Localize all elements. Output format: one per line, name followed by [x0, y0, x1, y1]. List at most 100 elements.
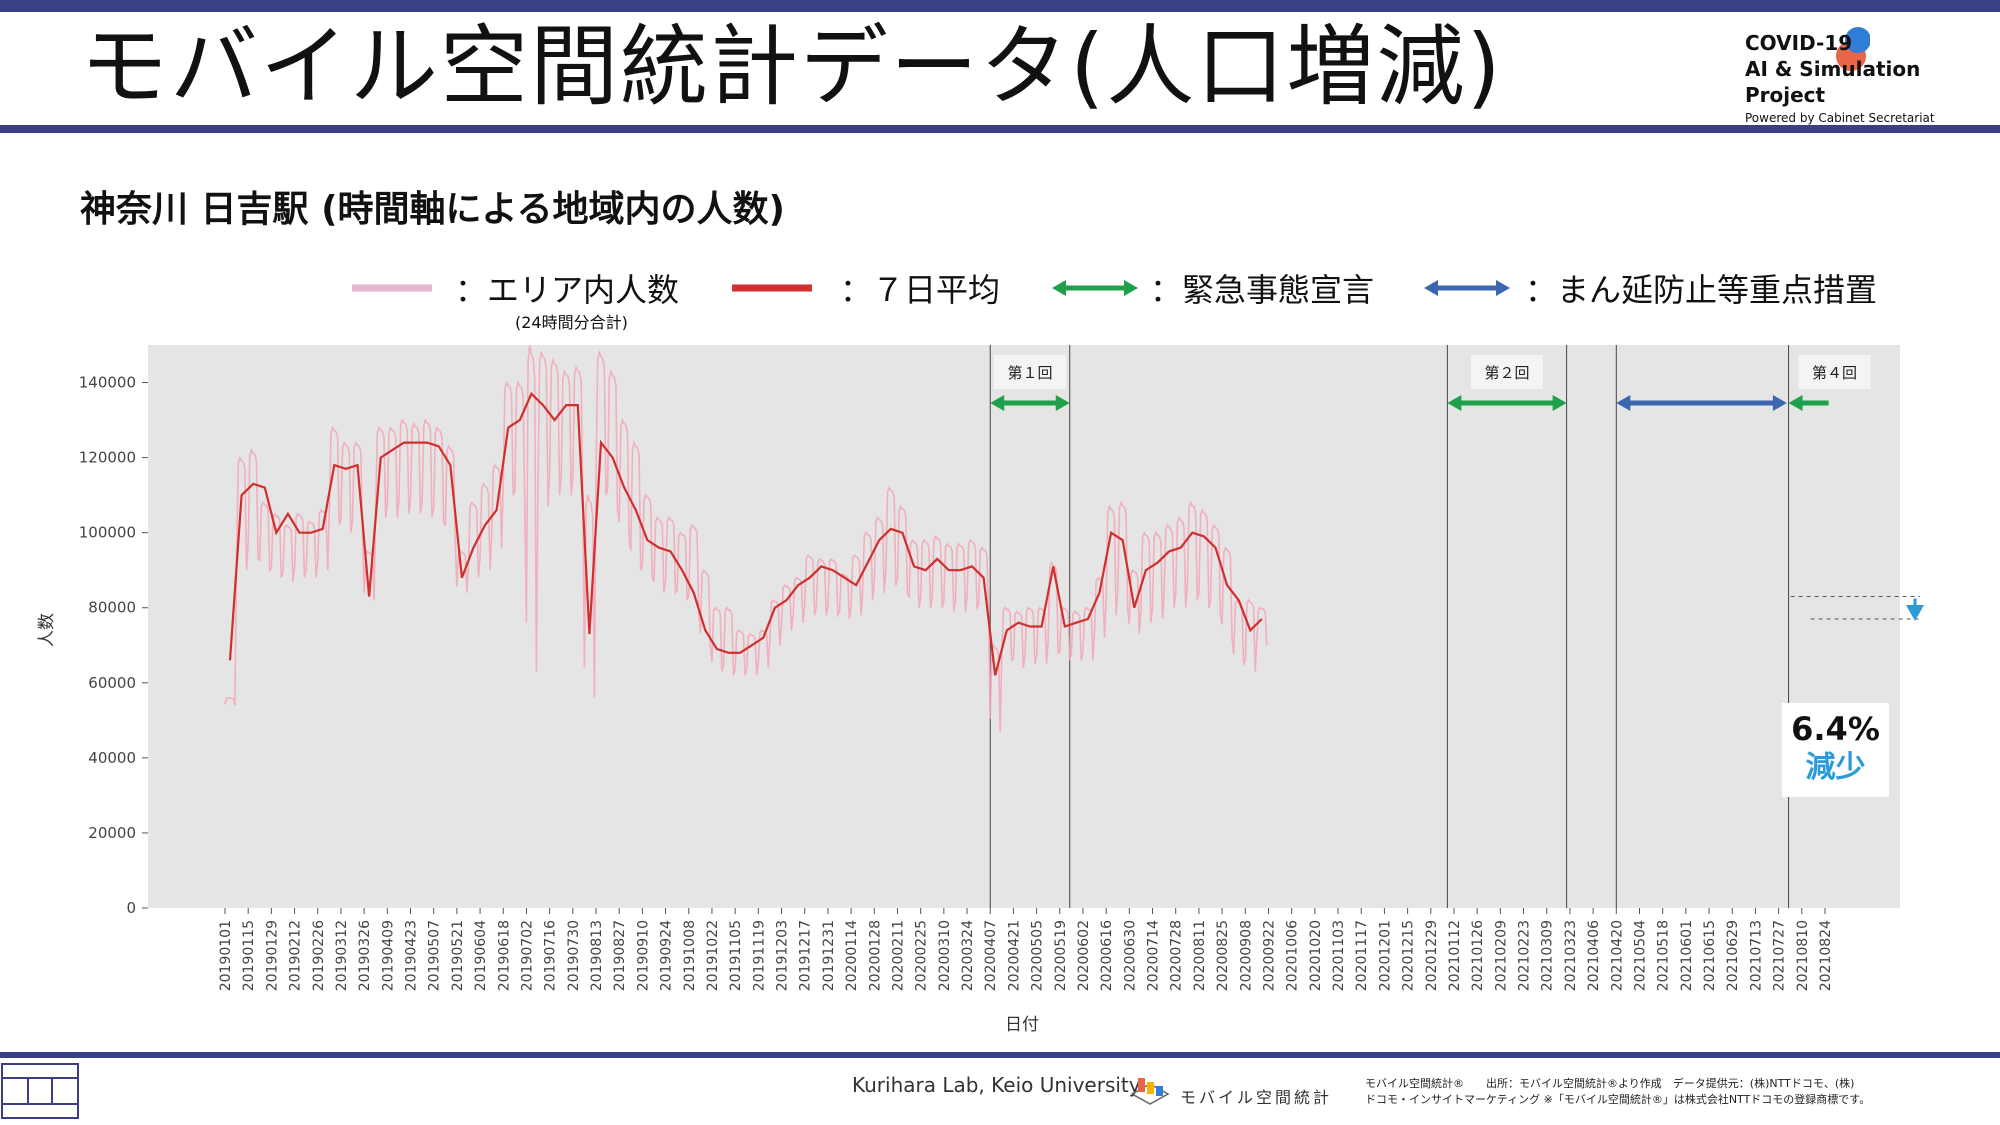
x-tick-label: 20200811 [1192, 920, 1208, 991]
x-tick-label: 20200714 [1146, 920, 1162, 991]
period-arrow-head-left [990, 395, 1005, 411]
y-axis: 0 20000 40000 60000 80000 100000 120000 140000 [79, 374, 148, 917]
x-tick-label: 20201006 [1285, 920, 1301, 991]
x-axis: 20190101 20190115 20190129 20190212 20190226… [218, 908, 1834, 991]
x-tick-label: 20190312 [334, 920, 350, 991]
chart: 第１回 第２回 第４回 0 20000 40000 60000 80000 100000 120… [37, 344, 1924, 1035]
x-tick-label: 20190115 [241, 920, 257, 991]
x-tick-label: 20191231 [821, 920, 837, 991]
footer-brand: モバイル空間統計 [1180, 1088, 1333, 1107]
x-tick-label: 20200922 [1261, 920, 1277, 991]
x-tick-label: 20210615 [1702, 920, 1718, 991]
period-label-box [1470, 355, 1543, 389]
x-tick-label: 20201103 [1331, 920, 1347, 991]
callout-word: 減少 [1805, 750, 1866, 785]
x-tick-label: 20210727 [1772, 920, 1788, 991]
legend-swatches [352, 280, 1510, 296]
chart-title: 神奈川 日吉駅 (時間軸による地域内の人数) [80, 189, 785, 230]
x-tick-label: 20190924 [659, 920, 675, 991]
x-tick-label: 20210112 [1447, 920, 1463, 991]
average-line [228, 391, 1263, 676]
project-name: COVID-19 [1745, 31, 1853, 55]
x-tick-label: 20200728 [1169, 920, 1185, 991]
x-tick-label: 20190212 [288, 920, 304, 991]
x-tick-label: 20200630 [1122, 920, 1138, 991]
x-tick-label: 20190827 [612, 920, 628, 991]
logo-blue-circle [1845, 27, 1870, 53]
x-tick-label: 20201020 [1308, 920, 1324, 991]
legend-priority-label: ：まん延防止等重点措置 [1525, 271, 1878, 309]
period-label: 第２回 [1484, 364, 1529, 382]
y-tick-label: 20000 [88, 824, 136, 842]
period-label-box [993, 355, 1066, 389]
x-tick-label: 20210209 [1493, 920, 1509, 991]
x-tick-label: 20190730 [566, 920, 582, 991]
plot-background [148, 345, 1900, 908]
legend-priority-arrow-icon [1424, 280, 1510, 296]
x-tick-label: 20210629 [1725, 920, 1741, 991]
period-arrow-head-right [1772, 395, 1787, 411]
period-lines: 第１回 第２回 第４回 [989, 345, 1871, 908]
project-subtitle: AI & Simulation Project [1745, 57, 1921, 107]
y-tick-label: 140000 [79, 374, 136, 392]
x-tick-label: 20210406 [1586, 920, 1602, 991]
x-tick-label: 20190129 [264, 920, 280, 991]
callout-percent: 6.4% [1791, 710, 1880, 748]
footer-source-line1: モバイル空間統計® 出所：モバイル空間統計®より作成 データ提供元：(株)NTT… [1365, 1077, 1855, 1090]
period-label: 第１回 [1007, 364, 1052, 382]
x-tick-label: 20200908 [1238, 920, 1254, 991]
x-tick-label: 20200211 [890, 920, 906, 991]
x-tick-label: 20190226 [311, 920, 327, 991]
x-tick-label: 20210713 [1748, 920, 1764, 991]
x-tick-label: 20191008 [682, 920, 698, 991]
period-arrow-head-left [1616, 395, 1631, 411]
x-axis-title: 日付 [1005, 1015, 1039, 1035]
legend-emergency-label: ：緊急事態宣言 [1150, 271, 1375, 309]
x-tick-label: 20190910 [635, 920, 651, 991]
period-arrow-head-right [1055, 395, 1070, 411]
x-tick-label: 20190702 [519, 920, 535, 991]
period-label: 第４回 [1812, 364, 1857, 382]
x-tick-label: 20201229 [1424, 920, 1440, 991]
project-logo-icon [1836, 27, 1870, 71]
x-tick-label: 20200602 [1076, 920, 1092, 991]
x-tick-label: 20190326 [357, 920, 373, 991]
x-tick-label: 20210223 [1517, 920, 1533, 991]
x-tick-label: 20210601 [1679, 920, 1695, 991]
x-tick-label: 20200128 [867, 920, 883, 991]
footer-bar [0, 1052, 2000, 1058]
decrease-callout: 6.4% 減少 [1782, 703, 1889, 797]
x-tick-label: 20200225 [914, 920, 930, 991]
slide-title: モバイル空間統計データ(人口増減) [80, 15, 1503, 118]
x-tick-label: 20201201 [1377, 920, 1393, 991]
x-tick-label: 20200505 [1030, 920, 1046, 991]
x-tick-label: 20210824 [1818, 920, 1834, 991]
y-tick-label: 60000 [88, 674, 136, 692]
x-tick-label: 20200407 [983, 920, 999, 991]
x-tick-label: 20210518 [1656, 920, 1672, 991]
x-tick-label: 20200421 [1006, 920, 1022, 991]
x-tick-label: 20210504 [1632, 920, 1648, 991]
y-tick-label: 80000 [88, 599, 136, 617]
period-arrow-head-right [1552, 395, 1567, 411]
university-logo-icon [1, 1063, 79, 1119]
x-tick-label: 20190409 [380, 920, 396, 991]
y-axis-title: 人数 [37, 613, 57, 647]
legend-emergency-arrow-icon [1052, 280, 1138, 296]
x-tick-label: 20191203 [775, 920, 791, 991]
footer-lab-credit: Kurihara Lab, Keio University [852, 1073, 1141, 1097]
series-area-count [224, 344, 1268, 732]
x-tick-label: 20201215 [1401, 920, 1417, 991]
period-label-box [1798, 355, 1871, 389]
x-tick-label: 20190618 [496, 920, 512, 991]
x-tick-label: 20190813 [589, 920, 605, 991]
x-tick-label: 20190521 [450, 920, 466, 991]
x-tick-label: 20210323 [1563, 920, 1579, 991]
x-tick-label: 20200310 [937, 920, 953, 991]
decrease-annotation [1790, 595, 1924, 621]
x-tick-label: 20191022 [705, 920, 721, 991]
mobile-stats-logo-icon [1130, 1078, 1170, 1105]
y-tick-label: 0 [126, 899, 136, 917]
x-tick-label: 20190604 [473, 920, 489, 991]
title-underline-bar [0, 125, 2000, 133]
